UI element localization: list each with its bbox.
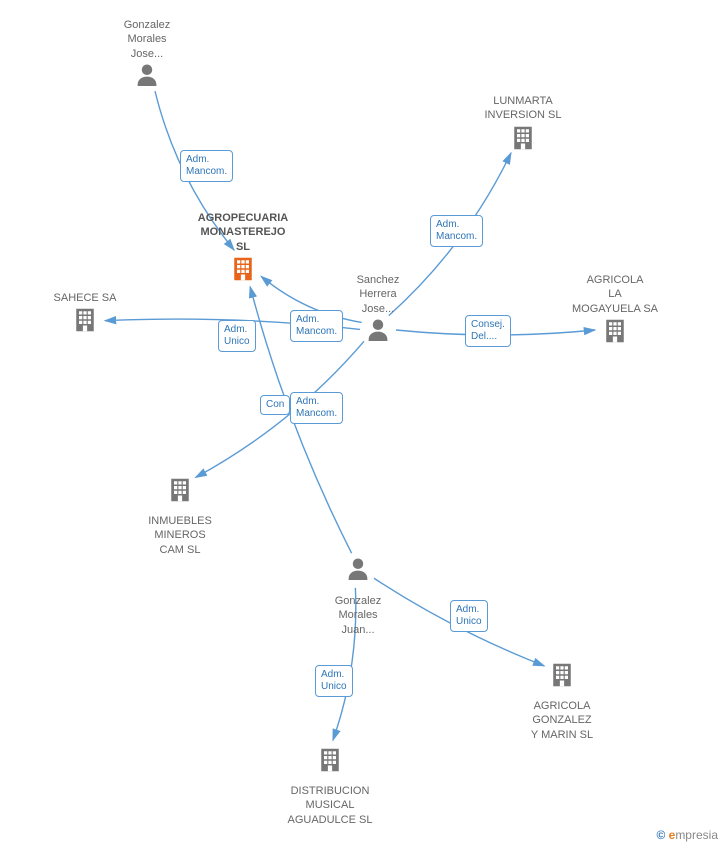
node-agricola_gonz[interactable]: AGRICOLA GONZALEZ Y MARIN SL [502, 660, 622, 742]
edge-label: Adm. Mancom. [290, 392, 343, 424]
person-icon [363, 316, 393, 351]
edge-label: Adm. Unico [315, 665, 353, 697]
copyright: © empresia [656, 828, 718, 842]
node-label: DISTRIBUCION MUSICAL AGUADULCE SL [270, 784, 390, 827]
node-gonzalez_juan[interactable]: Gonzalez Morales Juan... [298, 555, 418, 637]
person-icon [343, 555, 373, 590]
building-icon [547, 660, 577, 695]
node-label: AGROPECUARIA MONASTEREJO SL [183, 211, 303, 254]
node-label: AGRICOLA GONZALEZ Y MARIN SL [502, 699, 622, 742]
node-label: Gonzalez Morales Juan... [298, 594, 418, 637]
node-distribucion[interactable]: DISTRIBUCION MUSICAL AGUADULCE SL [270, 745, 390, 827]
node-agricola_mog[interactable]: AGRICOLA LA MOGAYUELA SA [555, 269, 675, 351]
building-icon [600, 316, 630, 351]
node-label: AGRICOLA LA MOGAYUELA SA [555, 273, 675, 316]
building-icon [165, 475, 195, 510]
node-lunmarta[interactable]: LUNMARTA INVERSION SL [463, 90, 583, 158]
brand-rest: mpresia [675, 828, 718, 842]
node-sahece[interactable]: SAHECE SA [25, 287, 145, 340]
building-icon [228, 254, 258, 289]
node-label: Gonzalez Morales Jose... [87, 18, 207, 61]
node-inmuebles[interactable]: INMUEBLES MINEROS CAM SL [120, 475, 240, 557]
edge-label: Con [260, 395, 290, 415]
node-label: SAHECE SA [25, 291, 145, 305]
edge-label: Adm. Mancom. [180, 150, 233, 182]
building-icon [315, 745, 345, 780]
building-icon [508, 123, 538, 158]
node-label: INMUEBLES MINEROS CAM SL [120, 514, 240, 557]
edge-label: Consej. Del.... [465, 315, 511, 347]
node-label: LUNMARTA INVERSION SL [463, 94, 583, 123]
edge-label: Adm. Unico [450, 600, 488, 632]
node-agropecuaria[interactable]: AGROPECUARIA MONASTEREJO SL [183, 207, 303, 289]
edge-label: Adm. Mancom. [430, 215, 483, 247]
copyright-symbol: © [656, 828, 665, 842]
edge-label: Adm. Unico [218, 320, 256, 352]
person-icon [132, 61, 162, 96]
edge-label: Adm. Mancom. [290, 310, 343, 342]
node-gonzalez_jose[interactable]: Gonzalez Morales Jose... [87, 14, 207, 96]
building-icon [70, 305, 100, 340]
